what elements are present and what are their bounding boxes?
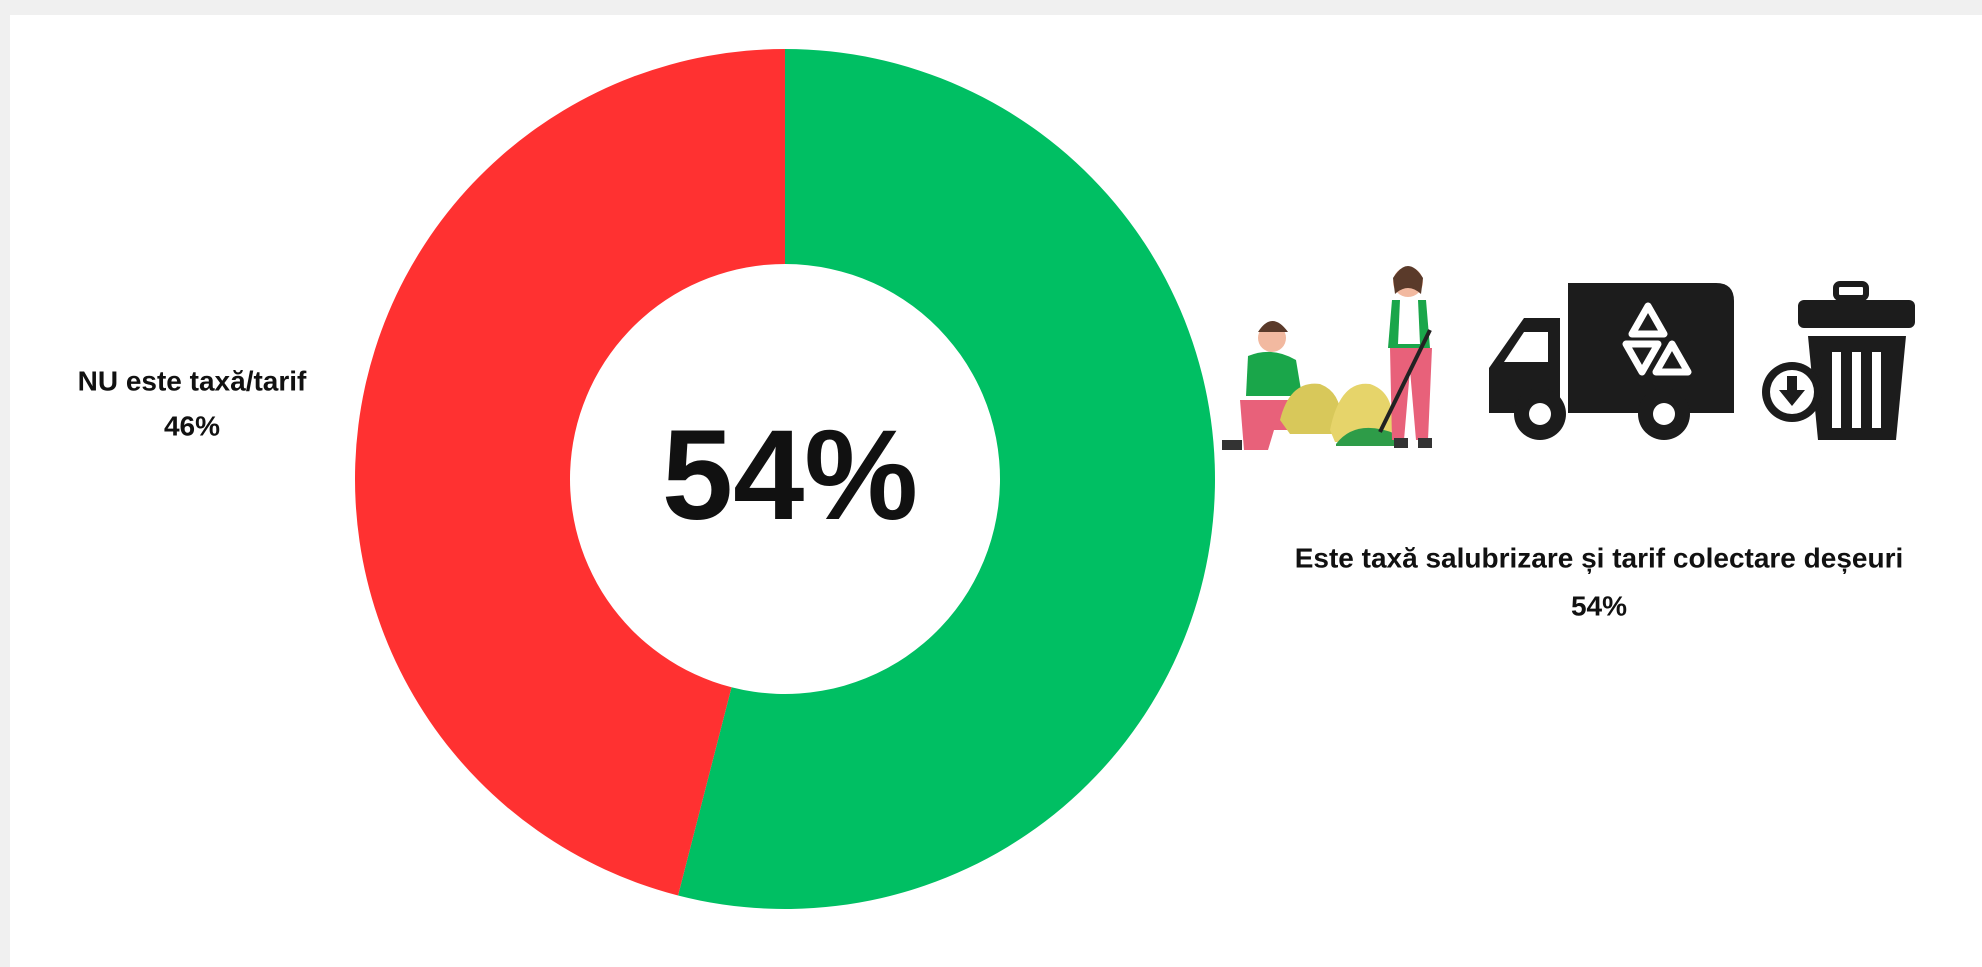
slice-value-label: 54% <box>1571 590 1627 621</box>
slice-value-label: 46% <box>164 410 220 441</box>
trash-icon <box>1762 281 1915 440</box>
center-label: 54% <box>662 404 918 547</box>
slice-label: NU este taxă/tarif <box>78 365 307 396</box>
slice-label: Este taxă salubrizare și tarif colectare… <box>1295 542 1904 573</box>
donut-slice <box>354 49 785 896</box>
truck-icon <box>1489 283 1734 440</box>
donut-slice <box>678 49 1215 910</box>
people-illustration <box>1222 266 1432 450</box>
